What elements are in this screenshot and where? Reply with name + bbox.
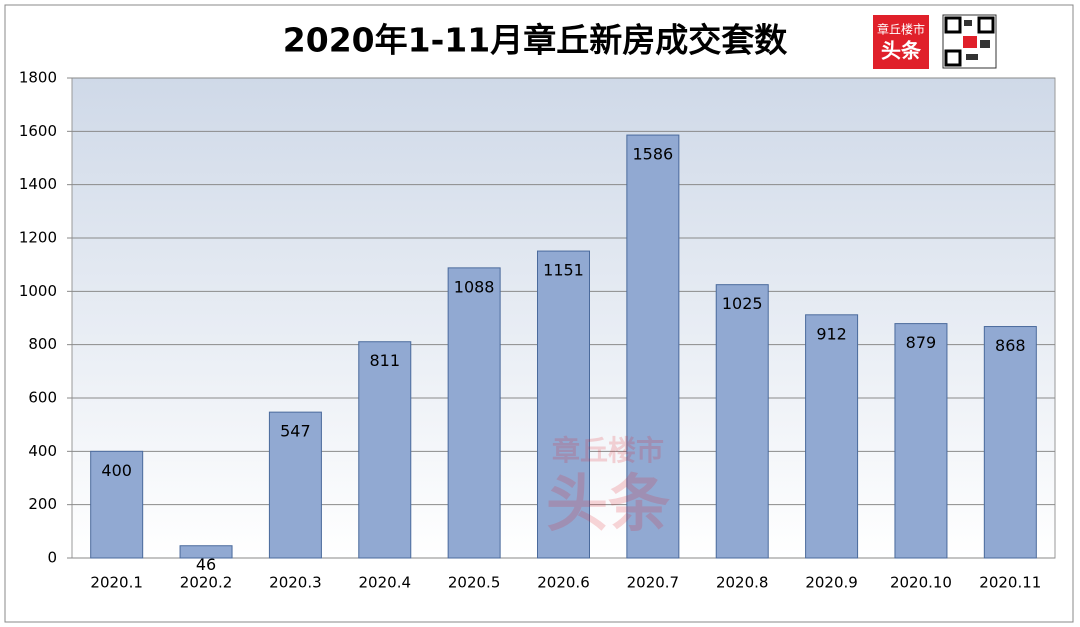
x-tick-label: 2020.4 bbox=[359, 574, 412, 592]
bar bbox=[537, 250, 590, 559]
qr-dot bbox=[964, 20, 972, 26]
x-tick-label: 2020.5 bbox=[448, 574, 501, 592]
x-tick-label: 2020.11 bbox=[979, 574, 1041, 592]
logo: 章丘楼市 头条 bbox=[873, 15, 929, 69]
qr-finder bbox=[944, 49, 962, 67]
y-tick-label: 600 bbox=[28, 389, 57, 407]
qr-center bbox=[963, 36, 977, 48]
logo-top: 章丘楼市 bbox=[877, 22, 925, 37]
bar bbox=[894, 323, 948, 559]
data-label: 400 bbox=[101, 461, 132, 480]
bar bbox=[447, 267, 501, 559]
qr-finder bbox=[944, 16, 962, 34]
bar bbox=[715, 284, 769, 559]
logo-bottom: 头条 bbox=[881, 39, 922, 63]
bar bbox=[268, 411, 322, 559]
y-tick-label: 1000 bbox=[19, 282, 57, 300]
watermark: 章丘楼市 头条 bbox=[546, 434, 670, 540]
data-label: 879 bbox=[906, 333, 937, 352]
data-label: 912 bbox=[816, 324, 847, 343]
y-tick-label: 1800 bbox=[19, 69, 57, 87]
data-label: 1088 bbox=[454, 277, 495, 296]
data-label: 547 bbox=[280, 422, 311, 441]
y-tick-label: 0 bbox=[47, 549, 57, 567]
x-tick-label: 2020.7 bbox=[627, 574, 680, 592]
bar bbox=[805, 314, 859, 559]
qr-dot bbox=[966, 54, 978, 60]
x-tick-label: 2020.6 bbox=[537, 574, 590, 592]
qr-finder bbox=[977, 16, 995, 34]
chart-title: 2020年1-11月章丘新房成交套数 bbox=[283, 21, 788, 60]
y-tick-label: 1200 bbox=[19, 229, 57, 247]
y-tick-label: 1600 bbox=[19, 122, 57, 140]
bar bbox=[983, 326, 1037, 559]
data-label: 868 bbox=[995, 336, 1026, 355]
x-tick-label: 2020.1 bbox=[90, 574, 143, 592]
y-tick-label: 1400 bbox=[19, 175, 57, 193]
bar bbox=[179, 545, 233, 559]
data-label: 811 bbox=[369, 351, 400, 370]
y-tick-label: 400 bbox=[28, 442, 57, 460]
y-tick-label: 200 bbox=[28, 495, 57, 513]
data-label: 1586 bbox=[633, 145, 674, 164]
y-tick-label: 800 bbox=[28, 335, 57, 353]
bar bbox=[90, 450, 144, 559]
data-label: 46 bbox=[196, 555, 216, 574]
watermark-top: 章丘楼市 bbox=[552, 434, 664, 467]
x-tick-label: 2020.9 bbox=[805, 574, 858, 592]
bar bbox=[358, 341, 412, 559]
watermark-bottom: 头条 bbox=[546, 467, 670, 540]
x-tick-label: 2020.2 bbox=[180, 574, 233, 592]
x-tick-label: 2020.10 bbox=[890, 574, 952, 592]
logo-box bbox=[873, 15, 929, 69]
x-tick-label: 2020.8 bbox=[716, 574, 769, 592]
data-label: 1025 bbox=[722, 294, 763, 313]
bar bbox=[626, 134, 680, 559]
x-tick-label: 2020.3 bbox=[269, 574, 322, 592]
data-label: 1151 bbox=[543, 261, 584, 280]
qr-code bbox=[942, 14, 997, 69]
qr-dot bbox=[980, 40, 990, 48]
